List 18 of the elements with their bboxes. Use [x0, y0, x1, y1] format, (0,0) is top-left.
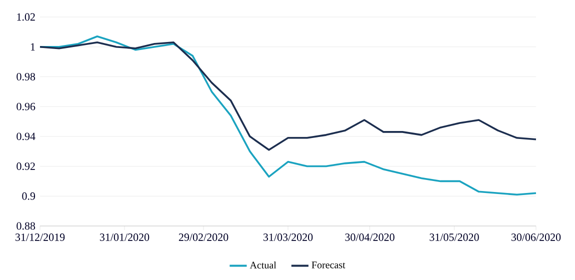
x-tick-label: 31/01/2020	[100, 234, 150, 241]
legend-label: Forecast	[312, 262, 346, 268]
y-tick-label: 0.98	[16, 72, 36, 80]
x-tick-label: 31/12/2019	[15, 234, 65, 241]
y-tick-label: 0.88	[16, 222, 36, 230]
x-tick-label: 31/05/2020	[430, 234, 479, 241]
y-tick-label: 0.9	[22, 192, 36, 200]
legend-label: Actual	[250, 261, 276, 269]
x-tick-label: 30/04/2020	[345, 234, 394, 241]
y-tick-label: 1.02	[17, 13, 35, 21]
y-tick-label: 0.94	[16, 132, 36, 140]
y-tick-label: 0.92	[16, 162, 35, 170]
x-tick-label: 29/02/2020	[178, 234, 228, 241]
y-tick-label: 0.96	[16, 102, 36, 110]
y-tick-label: 1	[30, 43, 35, 50]
x-tick-label: 31/03/2020	[263, 234, 313, 241]
x-tick-label: 30/06/2020	[511, 234, 561, 241]
line-series	[39, 41, 537, 151]
